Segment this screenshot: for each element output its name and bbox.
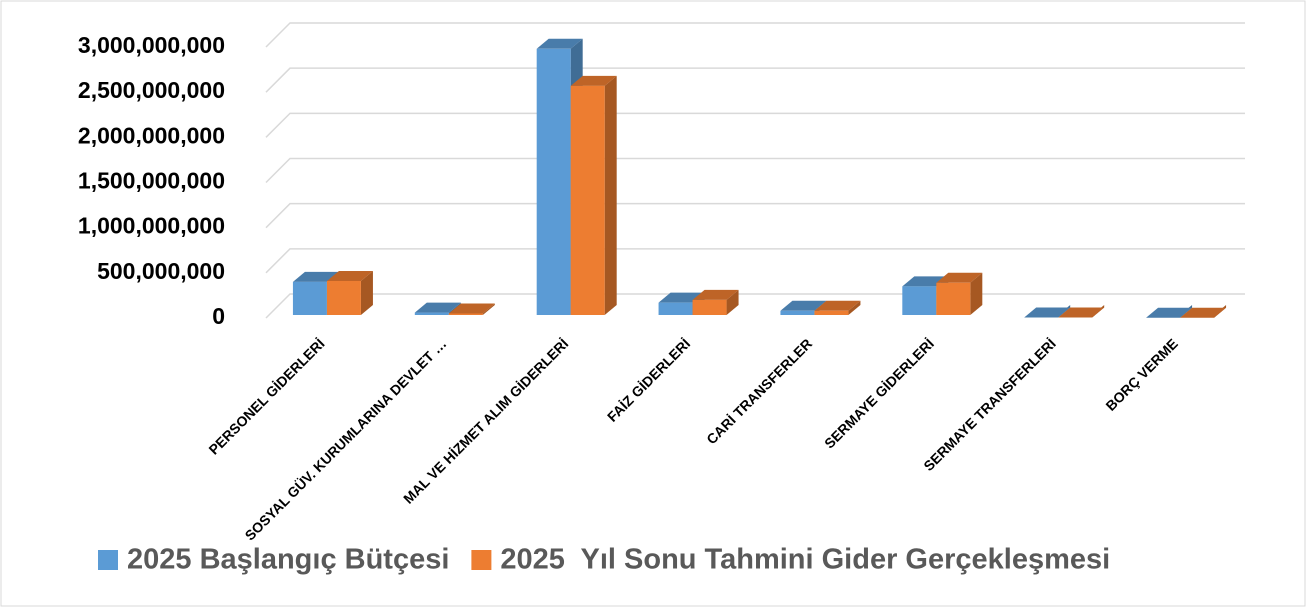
bar-side — [970, 272, 983, 315]
grid-line — [265, 248, 1245, 274]
bar-top — [692, 289, 739, 300]
bar-3d — [570, 75, 617, 316]
legend-label: 2025 Başlangıç Bütçesi — [127, 544, 449, 576]
legend-swatch — [471, 550, 492, 570]
y-tick-label: 2,000,000,000 — [78, 122, 225, 148]
bar — [292, 281, 327, 315]
bar-side — [604, 75, 617, 316]
y-tick-label: 2,500,000,000 — [78, 77, 225, 103]
grid-line — [265, 112, 1245, 138]
bar-top — [292, 271, 339, 282]
legend-swatch — [98, 550, 118, 570]
bar-top — [1146, 307, 1193, 318]
bar — [536, 48, 571, 315]
bar — [326, 280, 361, 315]
bar-3d — [1180, 305, 1227, 318]
bar-3d — [1058, 305, 1105, 318]
bar — [692, 299, 727, 315]
bar-top — [536, 38, 583, 49]
y-tick-label: 1,500,000,000 — [78, 168, 225, 194]
bar — [448, 313, 483, 315]
bar-side — [726, 289, 739, 315]
bar-3d — [1024, 305, 1071, 318]
bar — [658, 302, 693, 315]
grid-line — [265, 157, 1245, 184]
bar-side — [848, 300, 861, 315]
grid-line — [265, 67, 1245, 93]
y-tick-label: 1,000,000,000 — [78, 213, 225, 239]
bar-3d — [448, 303, 495, 315]
bar-side — [360, 270, 373, 315]
legend-label: 2025 Yıl Sonu Tahmini Gider Gerçekleşmes… — [500, 544, 1110, 576]
bar — [780, 310, 815, 315]
bar — [902, 286, 937, 315]
bar — [936, 282, 971, 315]
grid-line — [265, 22, 1245, 48]
bar-top — [1058, 307, 1105, 318]
bar — [414, 312, 449, 315]
bar — [814, 310, 849, 315]
y-tick-label: 0 — [212, 303, 225, 329]
bar-top — [1180, 307, 1227, 318]
bar-top — [414, 302, 461, 313]
bar — [570, 85, 605, 316]
bar-3d — [1146, 305, 1193, 318]
bar-top — [326, 270, 373, 281]
bar-top — [1024, 307, 1071, 318]
bar-top — [814, 300, 861, 311]
y-tick-label: 500,000,000 — [97, 258, 225, 284]
bar-top — [570, 75, 617, 86]
bar-3d — [936, 272, 983, 315]
bar-side — [482, 303, 495, 315]
bar-3d — [814, 300, 861, 315]
bar-top — [936, 272, 983, 283]
bar-3d — [326, 270, 373, 315]
bar-3d — [692, 289, 739, 315]
bar-top — [780, 300, 827, 311]
y-tick-label: 3,000,000,000 — [78, 32, 225, 58]
grid-line — [265, 202, 1245, 229]
bar-top — [448, 303, 495, 314]
